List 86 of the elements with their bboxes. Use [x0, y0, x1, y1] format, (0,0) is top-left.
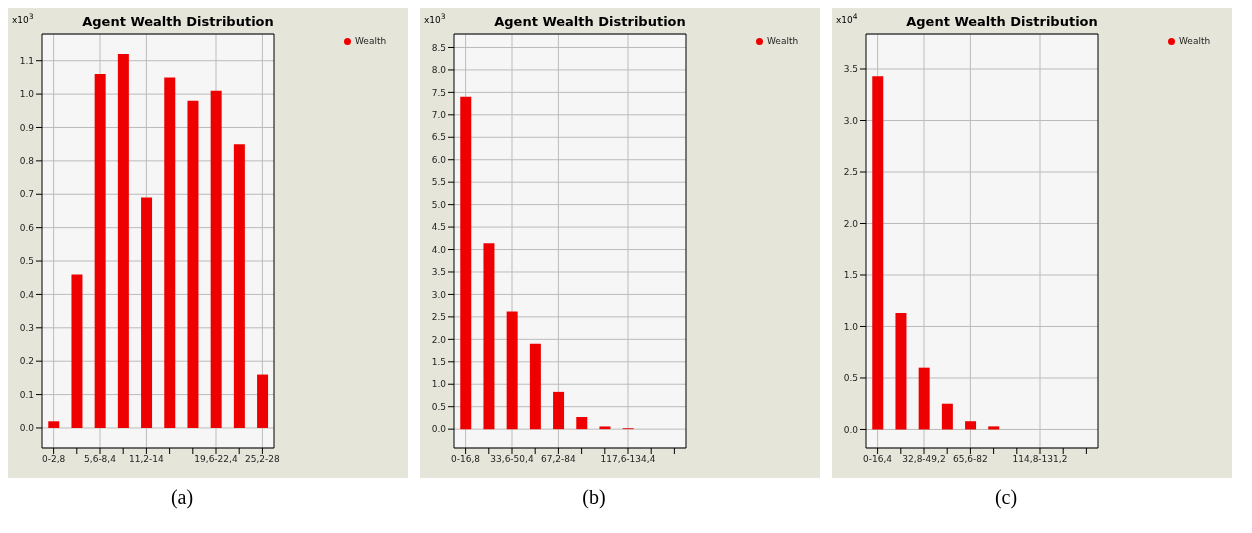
y-tick-label: 7.5: [431, 87, 446, 98]
y-axis-title: x10$^{4}$: [836, 12, 858, 25]
y-tick-label: 0.2: [19, 356, 34, 367]
y-tick-label: 0.0: [843, 424, 859, 435]
bar: [965, 421, 977, 430]
x-tick-label: 0-16,4: [863, 454, 893, 465]
y-tick-label: 3.5: [843, 64, 858, 75]
x-tick-label: 33,6-50,4: [490, 454, 534, 465]
bar: [117, 54, 129, 428]
legend-label: Wealth: [355, 36, 387, 46]
y-tick-label: 0.0: [431, 424, 447, 435]
y-tick-label: 0.6: [19, 222, 35, 233]
x-tick-label: 114,8-131,2: [1012, 454, 1068, 465]
y-tick-label: 3.0: [431, 289, 447, 300]
bar: [141, 197, 153, 428]
x-tick-label: 25,2-28: [245, 454, 281, 465]
y-tick-label: 4.5: [431, 222, 446, 233]
x-tick-label: 65,6-82: [953, 454, 988, 465]
y-tick-label: 5.0: [431, 199, 447, 210]
y-tick-label: 4.0: [431, 244, 447, 255]
y-tick-label: 0.9: [19, 122, 35, 133]
bar: [599, 426, 611, 430]
bar: [483, 243, 495, 430]
text: (c): [993, 486, 1019, 509]
text: (a): [169, 486, 195, 509]
bar: [988, 426, 1000, 430]
chart-title: Agent Wealth Distribution: [82, 14, 274, 29]
y-tick-label: 0.5: [843, 373, 858, 384]
y-tick-label: 3.5: [431, 267, 446, 278]
y-axis-title: x10$^{3}$: [12, 12, 34, 25]
y-tick-label: 5.5: [431, 177, 446, 188]
y-tick-label: 6.0: [431, 154, 447, 165]
y-tick-label: 1.0: [843, 321, 859, 332]
bar: [71, 274, 83, 428]
x-tick-label: 0-2,8: [41, 454, 66, 465]
bar: [187, 100, 199, 428]
y-axis-title: x10$^{3}$: [424, 12, 446, 25]
bar: [94, 74, 106, 428]
bar: [48, 421, 60, 428]
y-tick-label: 0.1: [19, 389, 34, 400]
x-tick-label: 19,6-22,4: [194, 454, 238, 465]
y-tick-label: 2.0: [431, 334, 447, 345]
y-tick-label: 1.5: [431, 356, 446, 367]
y-tick-label: 0.3: [19, 323, 34, 333]
bar: [529, 343, 541, 430]
y-tick-label: 1.5: [843, 270, 858, 281]
y-tick-label: 0.5: [19, 256, 34, 267]
bar: [210, 90, 222, 428]
bar: [233, 144, 245, 428]
bar: [506, 311, 518, 430]
chart-title: Agent Wealth Distribution: [494, 14, 686, 29]
legend-label: Wealth: [1179, 36, 1211, 46]
chart-title: Agent Wealth Distribution: [906, 14, 1098, 29]
x-tick-label: 0-16,8: [451, 454, 481, 465]
y-tick-label: 0.0: [19, 423, 35, 434]
y-tick-label: 0.4: [19, 289, 35, 300]
bar: [460, 96, 472, 430]
y-tick-label: 8.5: [431, 42, 446, 53]
x-tick-label: 11,2-14: [129, 454, 165, 465]
y-tick-label: 6.5: [431, 132, 446, 143]
bar: [164, 77, 176, 428]
y-tick-label: 0.5: [431, 401, 446, 412]
x-tick-label: 67,2-84: [541, 454, 577, 465]
y-tick-label: 2.5: [843, 167, 858, 178]
bar: [872, 76, 884, 430]
y-tick-label: 3.0: [843, 115, 859, 126]
x-tick-label: 32,8-49,2: [902, 454, 946, 465]
y-tick-label: 7.0: [431, 110, 447, 121]
legend-label: Wealth: [767, 36, 799, 46]
y-tick-label: 1.0: [19, 89, 35, 100]
y-tick-label: 1.1: [19, 55, 34, 66]
y-tick-label: 2.5: [431, 312, 446, 323]
y-tick-label: 0.7: [19, 189, 34, 200]
bar: [553, 391, 565, 430]
bar: [941, 403, 953, 430]
y-tick-label: 0.8: [19, 156, 35, 167]
y-tick-label: 8.0: [431, 65, 447, 76]
x-tick-label: 5,6-8,4: [84, 454, 117, 465]
bar: [895, 313, 907, 430]
y-tick-label: 1.0: [431, 379, 447, 390]
bar: [576, 417, 588, 430]
bar: [257, 374, 269, 428]
bar: [918, 367, 930, 430]
x-tick-label: 117,6-134,4: [600, 454, 656, 465]
text: (b): [581, 486, 607, 509]
y-tick-label: 2.0: [843, 218, 859, 229]
